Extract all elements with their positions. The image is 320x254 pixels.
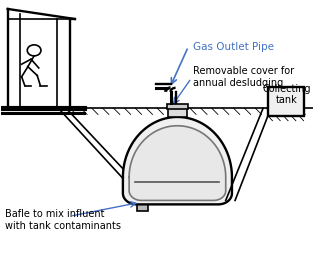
Bar	[168, 108, 187, 117]
Text: Gas Outlet Pipe: Gas Outlet Pipe	[193, 42, 274, 52]
Polygon shape	[129, 126, 226, 200]
Bar	[166, 104, 188, 109]
Text: Bafle to mix influent
with tank contaminants: Bafle to mix influent with tank contamin…	[4, 209, 121, 231]
Bar	[268, 87, 304, 116]
Text: Collecting
tank: Collecting tank	[262, 84, 311, 105]
Text: Biogas tank
( 1.2 - 1.6 m²
per person ): Biogas tank ( 1.2 - 1.6 m² per person )	[143, 140, 212, 174]
Text: Removable cover for
annual desludging: Removable cover for annual desludging	[193, 66, 294, 88]
Bar	[137, 201, 148, 211]
Polygon shape	[123, 117, 232, 204]
